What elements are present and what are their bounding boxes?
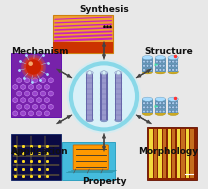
Bar — [86, 73, 88, 120]
Circle shape — [24, 57, 43, 77]
Circle shape — [28, 61, 33, 66]
Text: Synthesis: Synthesis — [79, 5, 129, 14]
FancyBboxPatch shape — [73, 145, 108, 170]
Ellipse shape — [100, 71, 108, 75]
Ellipse shape — [155, 56, 166, 60]
Bar — [53, 15, 113, 53]
Bar — [177, 129, 180, 178]
Bar — [62, 142, 115, 180]
Ellipse shape — [100, 118, 108, 122]
Ellipse shape — [155, 97, 166, 101]
Bar — [11, 53, 61, 117]
Text: Application: Application — [11, 147, 69, 156]
Bar — [142, 58, 153, 72]
Bar — [92, 73, 93, 120]
Ellipse shape — [168, 70, 178, 74]
Circle shape — [116, 71, 120, 75]
Bar — [120, 73, 122, 120]
Ellipse shape — [168, 111, 178, 115]
Circle shape — [71, 63, 137, 129]
Bar — [115, 73, 116, 120]
Ellipse shape — [155, 111, 166, 115]
Text: Property: Property — [82, 177, 126, 186]
Circle shape — [26, 60, 41, 75]
Circle shape — [21, 55, 46, 79]
Text: Mechanism: Mechanism — [11, 46, 68, 56]
Bar — [155, 58, 166, 72]
Bar — [186, 129, 189, 178]
Ellipse shape — [142, 70, 153, 74]
Ellipse shape — [155, 70, 166, 74]
Bar — [181, 129, 184, 178]
Circle shape — [67, 59, 141, 134]
Circle shape — [88, 71, 92, 75]
Ellipse shape — [86, 118, 93, 122]
Ellipse shape — [142, 111, 153, 115]
Bar — [158, 129, 162, 178]
Bar — [154, 129, 157, 178]
Ellipse shape — [168, 56, 178, 60]
Ellipse shape — [115, 71, 122, 75]
Text: Morphology: Morphology — [138, 147, 198, 156]
Ellipse shape — [168, 97, 178, 101]
Bar — [142, 99, 153, 113]
Circle shape — [102, 71, 106, 75]
Bar — [100, 73, 108, 120]
Bar — [147, 127, 197, 180]
Bar — [86, 73, 93, 120]
Ellipse shape — [115, 118, 122, 122]
Bar — [155, 99, 166, 113]
Bar — [168, 99, 178, 113]
Ellipse shape — [142, 97, 153, 101]
Bar — [190, 129, 194, 178]
Bar — [115, 73, 122, 120]
Ellipse shape — [142, 56, 153, 60]
Bar — [167, 129, 171, 178]
Bar — [168, 58, 178, 72]
Ellipse shape — [86, 71, 93, 75]
Bar — [11, 134, 61, 180]
Text: Structure: Structure — [144, 46, 193, 56]
Bar — [149, 129, 153, 178]
Bar — [53, 42, 113, 53]
Bar — [106, 73, 108, 120]
Bar — [163, 129, 166, 178]
Bar — [100, 73, 102, 120]
Bar — [172, 129, 175, 178]
